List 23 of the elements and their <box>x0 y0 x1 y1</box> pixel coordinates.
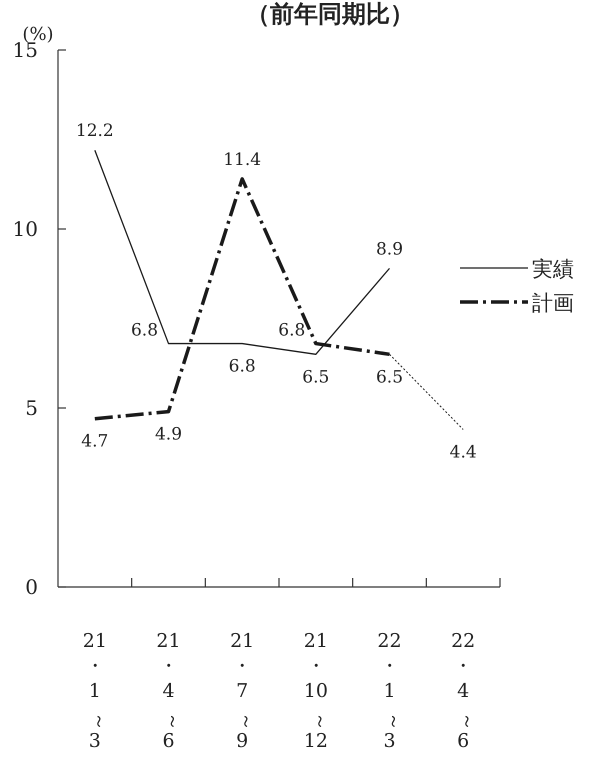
chart-title: （前年同期比） <box>246 0 414 28</box>
y-tick-label: 5 <box>25 396 38 420</box>
data-label: 4.7 <box>81 432 108 452</box>
data-label: 6.5 <box>302 367 330 388</box>
legend-label: 計画 <box>532 291 574 315</box>
data-label: 12.2 <box>76 121 114 142</box>
y-tick-label: 10 <box>12 217 38 241</box>
data-label: 6.8 <box>228 356 256 377</box>
x-tick-label: 21・1～3 <box>82 630 110 752</box>
data-label: 6.8 <box>130 320 158 341</box>
x-tick-label: 22・4～6 <box>451 630 479 752</box>
y-tick-label: 0 <box>25 575 38 599</box>
data-label: 6.8 <box>278 320 306 341</box>
x-tick-label: 22・1～3 <box>377 630 405 752</box>
legend-label: 実績 <box>532 257 574 281</box>
x-tick-label: 21・7～9 <box>230 630 258 752</box>
data-label: 8.9 <box>376 239 404 260</box>
x-tick-label: 21・10～12 <box>304 630 332 752</box>
data-label: 4.9 <box>154 424 182 445</box>
x-tick-label: 21・4～6 <box>156 630 184 752</box>
data-label: 4.4 <box>450 442 477 462</box>
data-label: 6.5 <box>376 367 404 388</box>
data-label: 11.4 <box>223 150 262 170</box>
